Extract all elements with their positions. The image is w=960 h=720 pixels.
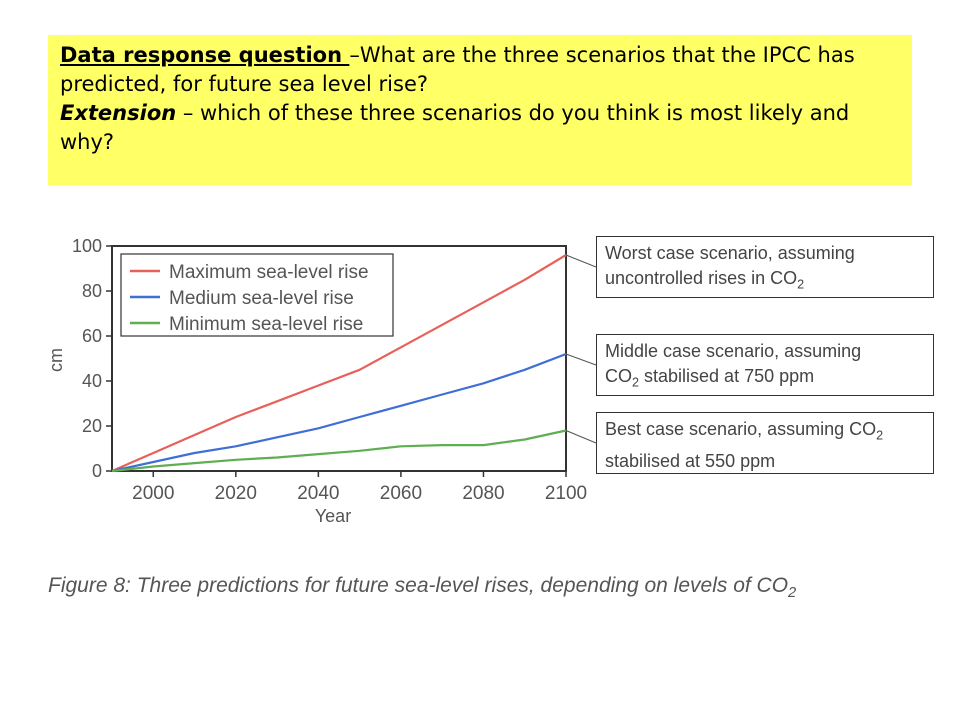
series-line-1	[111, 352, 567, 473]
x-tick-label-1: 2020	[215, 483, 257, 504]
annotation-worst-line1: Worst case scenario, assuming	[605, 243, 855, 263]
annotation-middle-case: Middle case scenario, assuming CO2 stabi…	[596, 334, 934, 396]
series-line-2	[111, 429, 567, 473]
annotation-middle-sub: 2	[632, 375, 640, 390]
connector-0	[565, 254, 597, 268]
annotation-middle-co: CO	[605, 366, 632, 386]
annotation-best-line2: stabilised at 550 ppm	[605, 450, 776, 471]
x-tick-label-2: 2040	[297, 483, 339, 504]
connector-2	[565, 430, 597, 444]
y-tick-label-4: 80	[82, 281, 102, 301]
x-tick-label-3: 2060	[380, 483, 422, 504]
figure-caption-sub: 2	[788, 585, 797, 602]
plot-frame	[111, 245, 567, 472]
annotation-middle-line2: stabilised at 750 ppm	[639, 366, 815, 386]
legend-label-0: Maximum sea-level rise	[169, 262, 369, 283]
legend-label-1: Medium sea-level rise	[169, 288, 354, 309]
question-text: –What are the three scenarios that the I…	[60, 43, 855, 96]
chart-legend: Maximum sea-level rise Medium sea-level r…	[120, 253, 394, 337]
chart-series	[111, 254, 567, 473]
annotation-connectors	[565, 254, 597, 444]
figure-caption-text: Figure 8: Three predictions for future s…	[48, 574, 789, 597]
annotation-worst-sub: 2	[797, 277, 805, 292]
extension-text: – which of these three scenarios do you …	[60, 101, 850, 154]
legend-label-2: Minimum sea-level rise	[169, 314, 363, 335]
x-tick-label-4: 2080	[462, 483, 504, 504]
y-tick-label-0: 0	[92, 461, 102, 481]
y-axis-label: cm	[46, 348, 66, 372]
annotation-worst-case: Worst case scenario, assuming uncontroll…	[596, 236, 934, 298]
series-line-0	[111, 254, 567, 473]
annotation-best-case: Best case scenario, assuming CO2 stabili…	[596, 412, 934, 474]
connector-1	[565, 353, 597, 366]
annotation-middle-line1: Middle case scenario, assuming	[605, 341, 862, 361]
x-axis-label: Year	[315, 506, 351, 526]
question-heading: Data response question	[60, 43, 350, 67]
y-tick-label-1: 20	[82, 416, 102, 436]
figure-caption: Figure 8: Three predictions for future s…	[48, 574, 796, 601]
annotation-best-line1: Best case scenario, assuming CO	[605, 419, 877, 439]
x-tick-label-0: 2000	[132, 483, 174, 504]
question-box: Data response question –What are the thr…	[48, 35, 912, 185]
y-tick-label-3: 60	[82, 326, 102, 346]
x-tick-label-5: 2100	[545, 483, 587, 504]
y-tick-label-2: 40	[82, 371, 102, 391]
extension-label: Extension	[60, 101, 177, 125]
annotation-best-sub: 2	[876, 428, 884, 443]
annotation-worst-line2: uncontrolled rises in CO	[605, 268, 798, 288]
y-tick-label-5: 100	[72, 236, 102, 256]
legend-box	[120, 253, 394, 337]
